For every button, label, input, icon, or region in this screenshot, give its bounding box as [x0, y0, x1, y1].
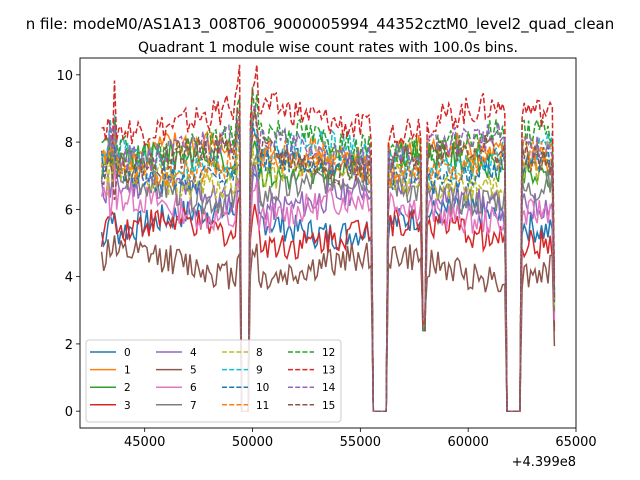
- y-tick-label: 6: [65, 203, 73, 218]
- series-line-5: [100, 235, 556, 412]
- x-tick-label: 60000: [447, 435, 488, 450]
- legend-entry-label: 1: [124, 365, 131, 377]
- series-line-8: [100, 119, 556, 412]
- legend-frame: [85, 339, 342, 423]
- legend-entry-label: 8: [256, 347, 263, 359]
- series-line-14: [101, 104, 556, 412]
- series-line-4: [100, 155, 556, 412]
- x-axis: 45000 50000 55000 60000 65000: [124, 428, 597, 450]
- chart-title: Quadrant 1 module wise count rates with …: [138, 40, 518, 56]
- legend-entry-label: 4: [190, 347, 197, 359]
- legend-entry-label: 3: [124, 400, 131, 412]
- legend-entry-label: 12: [322, 347, 335, 359]
- legend-entry-label: 15: [322, 400, 335, 412]
- legend-entry-label: 7: [190, 400, 197, 412]
- series-line-9: [100, 114, 556, 412]
- y-tick-label: 2: [65, 338, 73, 353]
- x-tick-label: 45000: [124, 435, 165, 450]
- figure-suptitle: n file: modeM0/AS1A13_008T06_9000005994_…: [26, 15, 615, 34]
- legend-entry-label: 6: [190, 382, 197, 394]
- legend-entry-label: 10: [256, 382, 269, 394]
- legend-entry-label: 13: [322, 365, 335, 377]
- x-offset-label: +4.399e8: [512, 455, 576, 470]
- legend-entry-label: 11: [256, 400, 269, 412]
- x-tick-label: 50000: [232, 435, 273, 450]
- series-line-15: [101, 107, 556, 412]
- legend-entry-label: 2: [124, 382, 131, 394]
- legend-entry-label: 0: [124, 347, 131, 359]
- y-tick-label: 0: [65, 405, 73, 420]
- legend-entry-label: 5: [190, 365, 197, 377]
- series-line-6: [100, 158, 556, 412]
- legend-entry-label: 14: [322, 382, 336, 394]
- legend-entry-label: 9: [256, 365, 263, 377]
- x-tick-label: 65000: [555, 435, 596, 450]
- y-tick-label: 4: [65, 271, 73, 286]
- series-line-11: [101, 110, 556, 412]
- y-tick-label: 8: [65, 136, 73, 151]
- plot-area-frame: [79, 57, 577, 429]
- series-line-13: [101, 64, 556, 412]
- y-tick-label: 10: [56, 69, 73, 84]
- y-axis: 0 2 4 6 8 10: [56, 69, 80, 420]
- x-tick-label: 55000: [340, 435, 381, 450]
- series-layer: [100, 64, 556, 412]
- series-line-7: [100, 135, 556, 412]
